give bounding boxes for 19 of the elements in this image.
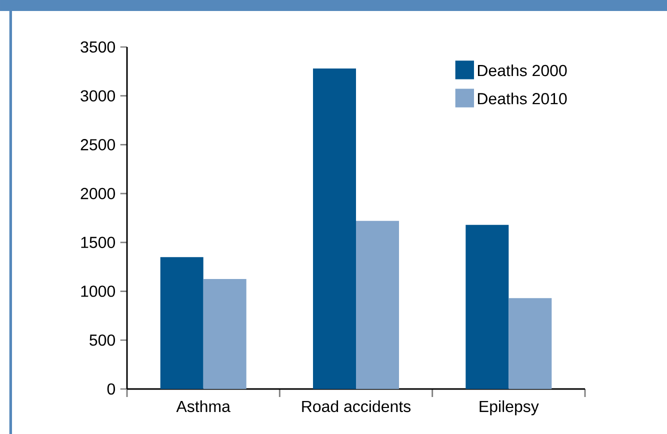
y-tick-label: 1500 xyxy=(81,236,116,248)
x-tick-label: Road accidents xyxy=(302,400,411,412)
bar xyxy=(160,257,204,389)
bar xyxy=(466,224,509,389)
legend-label: Deaths 2010 xyxy=(478,92,567,104)
legend-label: Deaths 2000 xyxy=(478,64,567,76)
y-tick-label: 500 xyxy=(90,334,116,346)
bar xyxy=(203,279,246,389)
y-tick-label: 1000 xyxy=(81,286,116,297)
y-tick-label: 3000 xyxy=(80,90,116,102)
bar xyxy=(313,68,356,389)
y-tick-label: 3500 xyxy=(80,41,116,53)
bar xyxy=(356,220,399,389)
bar xyxy=(508,298,552,389)
y-tick-label: 0 xyxy=(107,383,116,395)
x-tick-label: Asthma xyxy=(176,400,230,412)
y-tick-label: 2500 xyxy=(80,139,116,150)
x-tick-label: Epilepsy xyxy=(480,400,539,416)
y-tick-label: 2000 xyxy=(80,188,116,200)
